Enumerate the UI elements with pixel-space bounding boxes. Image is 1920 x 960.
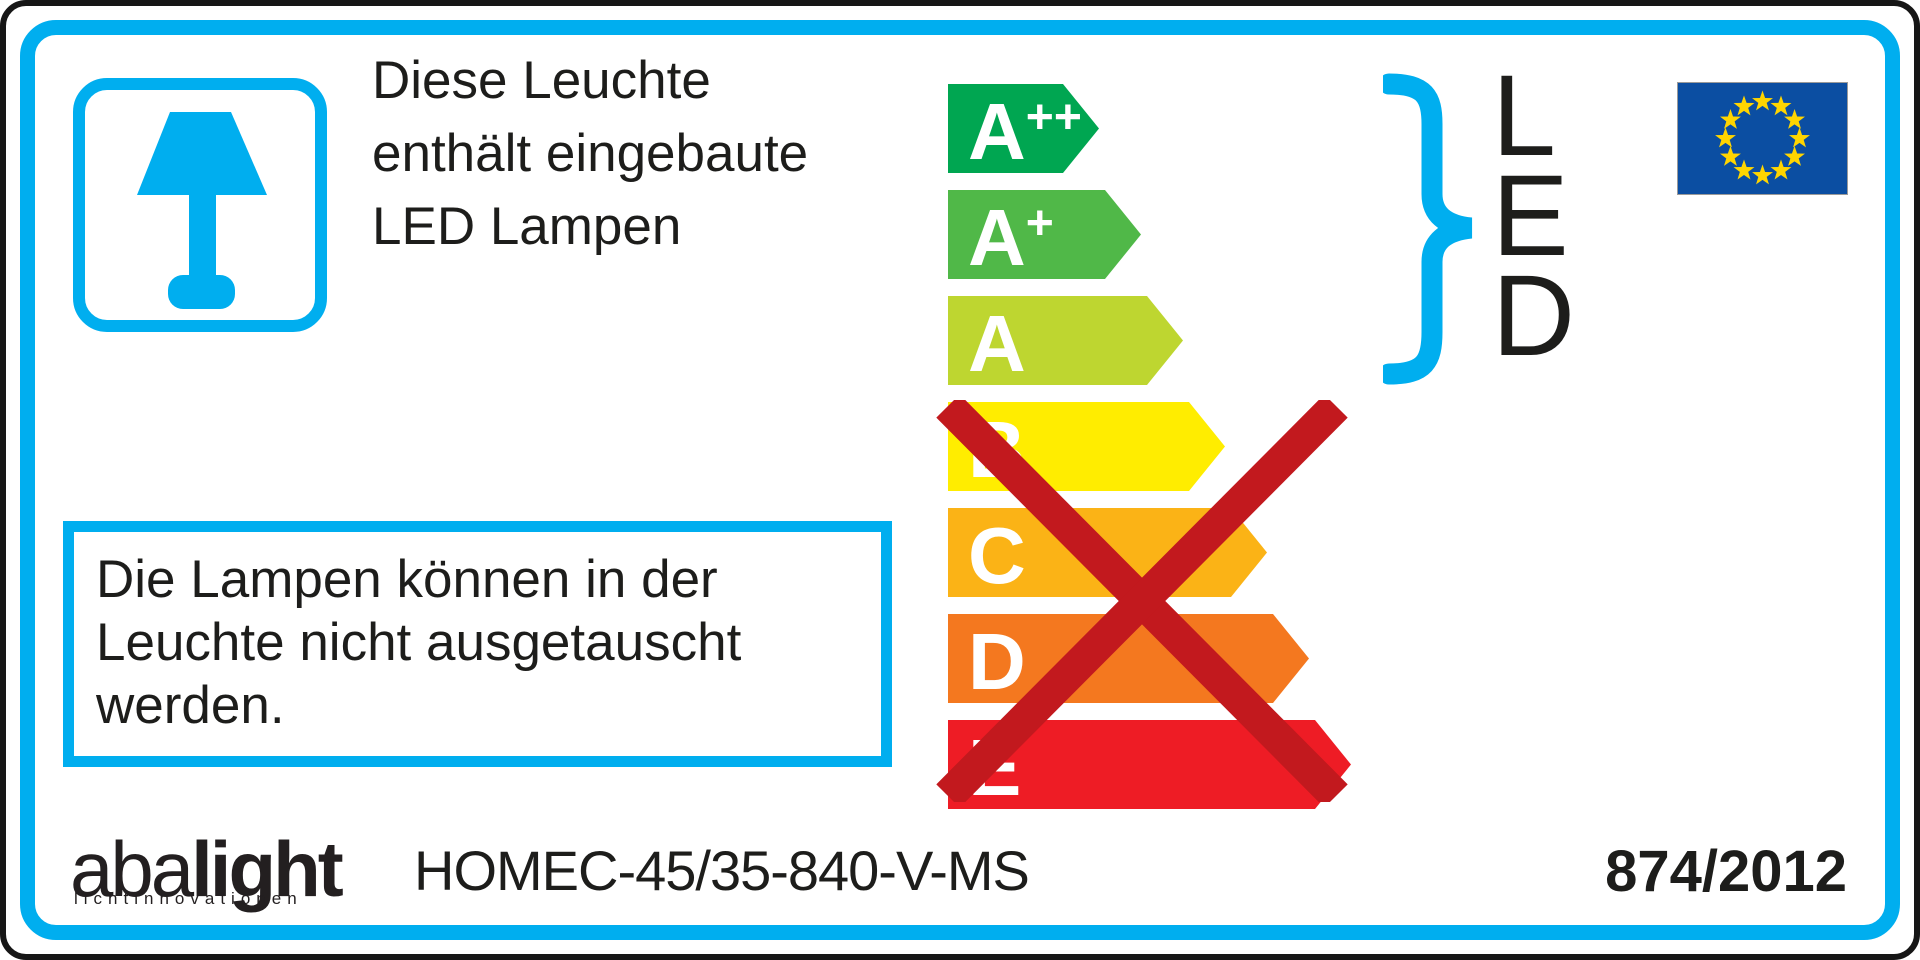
energy-arrow-A+ bbox=[948, 190, 1141, 279]
header-line-2: enthält eingebaute bbox=[372, 124, 809, 183]
eu-flag-star bbox=[1789, 127, 1810, 148]
led-letter-e: E bbox=[1492, 152, 1569, 280]
eu-flag bbox=[1677, 82, 1848, 195]
note-text: Die Lampen können in der Leuchte nicht a… bbox=[96, 548, 741, 737]
eu-flag-star bbox=[1770, 159, 1792, 180]
header-line-3: LED Lampen bbox=[372, 197, 682, 256]
red-cross-icon bbox=[936, 400, 1348, 802]
header-text: Diese Leuchte enthält eingebaute LED Lam… bbox=[372, 44, 808, 263]
model-number: HOMEC-45/35-840-V-MS bbox=[414, 839, 1030, 902]
regulation-number: 874/2012 bbox=[1605, 839, 1847, 904]
energy-arrow-A++ bbox=[948, 84, 1099, 173]
energy-arrow-E bbox=[948, 720, 1351, 809]
energy-arrow-label-D: D bbox=[968, 617, 1026, 706]
brand-subtitle: lichtinnovationen bbox=[74, 889, 303, 908]
energy-arrow-label-A: A bbox=[968, 299, 1026, 388]
brand-logo-prefix: aba bbox=[70, 825, 194, 913]
led-letter-d: D bbox=[1492, 252, 1576, 380]
eu-flag-star bbox=[1715, 127, 1736, 148]
eu-flag-star bbox=[1770, 95, 1792, 116]
energy-arrow-A bbox=[948, 296, 1183, 385]
eu-flag-star bbox=[1733, 95, 1755, 116]
eu-flag-star bbox=[1784, 146, 1805, 166]
brand-logo: abalight bbox=[70, 830, 344, 908]
curly-brace-icon bbox=[1383, 73, 1473, 385]
lamp-replacement-note-box: Die Lampen können in der Leuchte nicht a… bbox=[63, 521, 892, 767]
energy-arrow-label-C: C bbox=[968, 511, 1026, 600]
brand-logo-suffix: light bbox=[191, 825, 344, 913]
lamp-pictogram-box bbox=[73, 78, 327, 332]
eu-flag-star bbox=[1784, 109, 1805, 129]
eu-flag-star bbox=[1720, 146, 1741, 166]
led-group-text: L E D bbox=[1492, 52, 1576, 380]
eu-flag-star bbox=[1752, 90, 1773, 111]
header-line-1: Diese Leuchte bbox=[372, 51, 711, 110]
note-line-2: Leuchte nicht ausgetauscht bbox=[96, 613, 742, 672]
note-line-1: Die Lampen können in der bbox=[96, 550, 718, 609]
eu-flag-star bbox=[1752, 164, 1773, 185]
table-lamp-icon bbox=[137, 112, 267, 309]
led-letter-l: L bbox=[1492, 52, 1556, 180]
eu-flag-star bbox=[1733, 159, 1755, 180]
eu-flag-star bbox=[1720, 109, 1741, 129]
note-line-3: werden. bbox=[96, 676, 285, 735]
